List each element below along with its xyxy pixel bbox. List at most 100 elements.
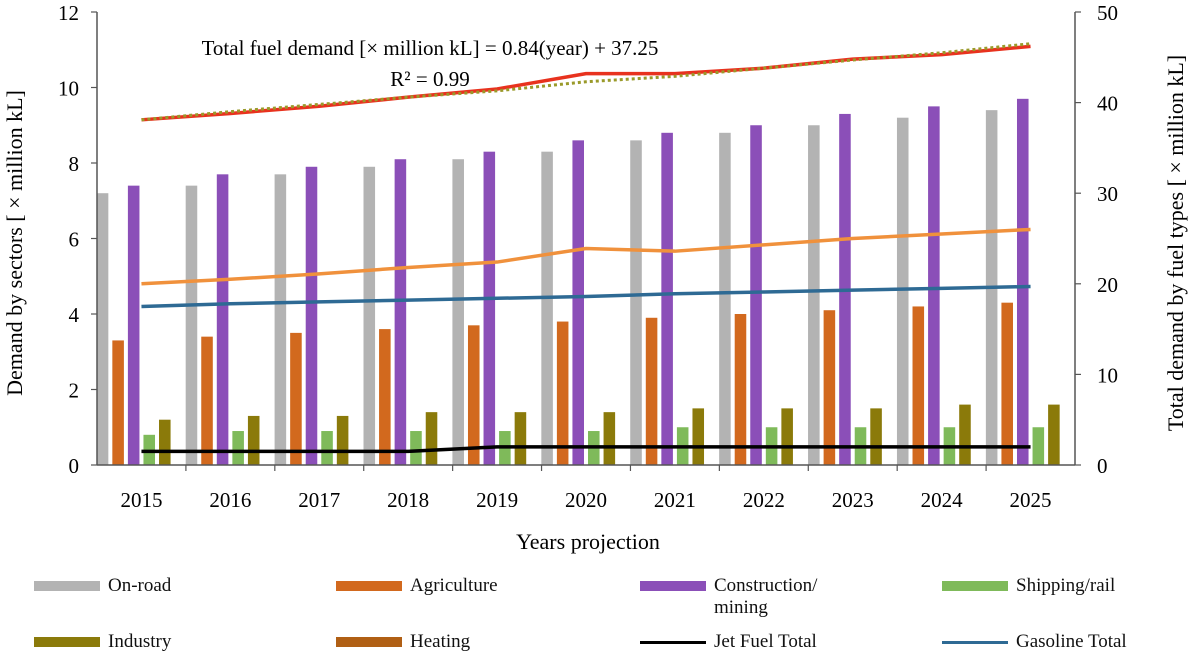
bar-construction-mining-2015 xyxy=(127,185,140,465)
legend-label: Industry xyxy=(108,631,172,652)
bar-shipping-rail-2025 xyxy=(1032,427,1045,465)
legend-label: On-road xyxy=(108,575,172,596)
y-tick-label: 12 xyxy=(58,1,79,25)
legend-label: Agriculture xyxy=(410,575,498,596)
legend-label: Jet Fuel Total xyxy=(714,631,817,652)
y-tick-label: 2 xyxy=(69,379,80,403)
legend-swatch xyxy=(942,641,1008,644)
bar-industry-2016 xyxy=(247,415,260,465)
bar-shipping-rail-2017 xyxy=(321,431,333,465)
bar-on-road-2024 xyxy=(896,117,909,465)
bar-on-road-2016 xyxy=(185,185,198,465)
bar-industry-2017 xyxy=(336,415,349,465)
line-trend-dotted xyxy=(141,42,1031,122)
bar-construction-mining-2022 xyxy=(750,125,762,465)
bar-on-road-2023 xyxy=(808,125,820,465)
y-tick-label: 4 xyxy=(69,303,80,327)
bar-construction-mining-2019 xyxy=(483,151,496,466)
legend-swatch xyxy=(942,581,1008,591)
bar-industry-2024 xyxy=(959,404,971,465)
bar-construction-mining-2017 xyxy=(305,166,318,465)
legend-swatch xyxy=(34,581,100,591)
bar-agriculture-2016 xyxy=(201,336,213,465)
legend-label: Construction/ mining xyxy=(714,575,818,618)
x-tick-label: 2025 xyxy=(1010,488,1052,512)
lines-group xyxy=(141,42,1031,454)
legend: On-road Agriculture Construction/ mining… xyxy=(0,565,1200,657)
r-squared-label: R² = 0.99 xyxy=(390,67,469,91)
line-total-red xyxy=(141,44,1031,122)
y-tick-label: 10 xyxy=(58,77,79,101)
bar-agriculture-2025 xyxy=(1001,302,1013,465)
bar-agriculture-2017 xyxy=(290,332,302,465)
line-gasoline-total xyxy=(141,284,1031,309)
y2-tick-label: 40 xyxy=(1097,92,1118,116)
bar-industry-2018 xyxy=(425,412,438,465)
y2-tick-label: 0 xyxy=(1097,454,1108,478)
y-tick-label: 8 xyxy=(69,152,80,176)
bar-on-road-2017 xyxy=(274,174,287,465)
line-jet-fuel-total xyxy=(141,445,1031,454)
bar-construction-mining-2024 xyxy=(928,106,940,465)
x-tick-label: 2018 xyxy=(387,488,429,512)
y-tick-label: 0 xyxy=(69,454,80,478)
legend-swatch xyxy=(336,581,402,591)
bar-shipping-rail-2018 xyxy=(410,431,422,465)
bar-agriculture-2024 xyxy=(912,306,925,465)
bar-on-road-2021 xyxy=(630,140,642,465)
y2-tick-label: 50 xyxy=(1097,1,1118,25)
legend-swatch xyxy=(34,637,100,647)
regression-equation: Total fuel demand [× million kL] = 0.84(… xyxy=(202,36,659,60)
bar-construction-mining-2021 xyxy=(661,132,673,466)
x-tick-label: 2024 xyxy=(921,488,964,512)
bar-on-road-2020 xyxy=(541,151,553,466)
bar-construction-mining-2018 xyxy=(394,159,407,465)
bar-agriculture-2023 xyxy=(823,310,836,465)
bar-agriculture-2015 xyxy=(112,340,124,465)
bar-construction-mining-2020 xyxy=(572,140,584,465)
chart: 0 2 4 6 8 10 12 0 10 20 30 40 50 2015 2016 2017 2018 2019… xyxy=(2,1,1188,554)
legend-swatch xyxy=(640,641,706,644)
x-tick-label: 2019 xyxy=(476,488,518,512)
bar-construction-mining-2016 xyxy=(216,174,229,465)
legend-swatch xyxy=(336,637,402,647)
bar-on-road-2022 xyxy=(719,132,731,466)
bar-on-road-2018 xyxy=(363,166,376,465)
bar-industry-2021 xyxy=(692,408,705,465)
line-orange-total xyxy=(141,227,1031,286)
x-axis-title: Years projection xyxy=(516,529,660,554)
x-tick-label: 2022 xyxy=(743,488,785,512)
x-tick-label: 2015 xyxy=(120,488,162,512)
bar-construction-mining-2025 xyxy=(1016,98,1029,465)
x-tick-label: 2020 xyxy=(565,488,607,512)
bar-agriculture-2021 xyxy=(645,317,658,465)
bar-industry-2023 xyxy=(870,408,882,465)
bar-industry-2025 xyxy=(1048,404,1060,465)
legend-label: Heating xyxy=(410,631,471,652)
x-tick-label: 2023 xyxy=(832,488,874,512)
y-tick-label: 6 xyxy=(69,228,80,252)
bar-on-road-2019 xyxy=(452,159,464,465)
bar-industry-2022 xyxy=(781,408,793,465)
y2-axis-title: Total demand by fuel types [ × million k… xyxy=(1163,55,1188,431)
bar-agriculture-2020 xyxy=(556,321,569,465)
bar-shipping-rail-2016 xyxy=(232,431,244,465)
x-tick-label: 2017 xyxy=(298,488,340,512)
bar-agriculture-2019 xyxy=(467,325,480,465)
y2-tick-label: 30 xyxy=(1097,182,1118,206)
legend-label: Gasoline Total xyxy=(1016,631,1127,652)
bar-industry-2020 xyxy=(603,412,616,465)
bars-group xyxy=(96,98,1060,466)
bar-industry-2015 xyxy=(159,419,171,465)
bar-agriculture-2018 xyxy=(379,329,391,465)
y-axis-title: Demand by sectors [ × million kL] xyxy=(2,90,27,396)
bar-agriculture-2022 xyxy=(734,314,747,465)
x-tick-label: 2021 xyxy=(654,488,696,512)
legend-swatch xyxy=(640,581,706,591)
bar-industry-2019 xyxy=(514,412,527,465)
bar-on-road-2015 xyxy=(96,193,109,465)
y2-tick-label: 20 xyxy=(1097,273,1118,297)
y2-tick-label: 10 xyxy=(1097,363,1118,387)
x-tick-label: 2016 xyxy=(209,488,251,512)
legend-label: Shipping/rail xyxy=(1016,575,1116,596)
